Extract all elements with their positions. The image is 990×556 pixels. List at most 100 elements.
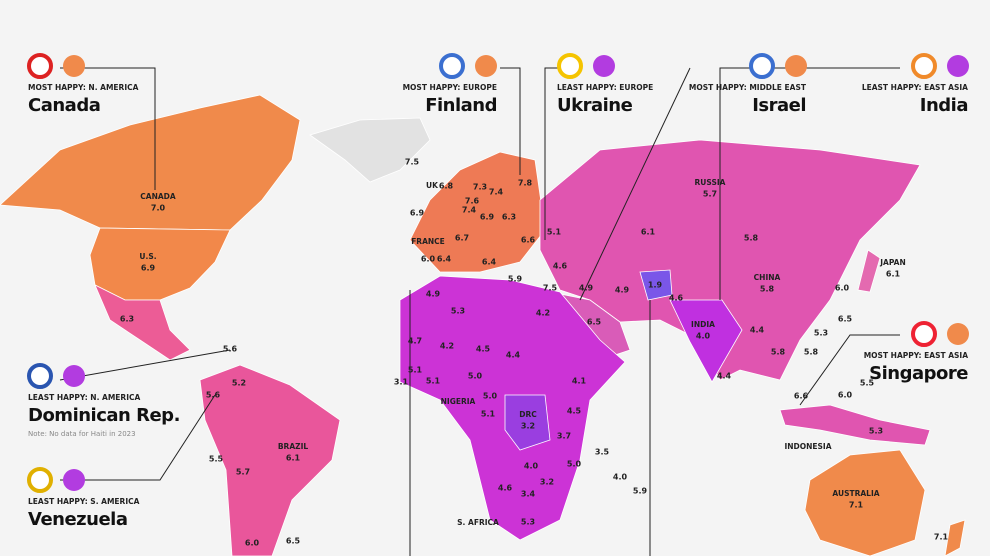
country-value: 4.0 bbox=[696, 332, 711, 341]
callout-tag: MOST HAPPY: EAST ASIA bbox=[864, 351, 968, 360]
country-value: 4.4 bbox=[506, 351, 521, 360]
land bbox=[0, 94, 966, 556]
country-name: CHINA bbox=[754, 273, 781, 282]
country-name: INDIA bbox=[691, 320, 715, 329]
country-value: 5.1 bbox=[481, 410, 496, 419]
country-name: JAPAN bbox=[879, 258, 906, 267]
country-value: 5.0 bbox=[567, 460, 582, 469]
emoji-icon bbox=[785, 55, 807, 77]
country-value: 6.3 bbox=[502, 213, 516, 222]
emoji-icon bbox=[947, 55, 969, 77]
country-value: 5.3 bbox=[451, 307, 465, 316]
japan bbox=[857, 249, 881, 293]
labels: MOST HAPPY: N. AMERICA Canada MOST HAPPY: … bbox=[27, 53, 969, 548]
country-value: 6.4 bbox=[437, 255, 452, 264]
new-zealand bbox=[944, 519, 966, 556]
callout-tag: MOST HAPPY: MIDDLE EAST bbox=[689, 83, 807, 92]
callout-tag: LEAST HAPPY: EUROPE bbox=[557, 83, 653, 92]
emoji-icon bbox=[947, 323, 969, 345]
country-name: DRC bbox=[519, 410, 537, 419]
country-name: RUSSIA bbox=[695, 178, 726, 187]
greenland bbox=[309, 117, 431, 183]
country-value: 3.4 bbox=[521, 490, 536, 499]
country-name: U.S. bbox=[139, 252, 156, 261]
country-value: 6.4 bbox=[482, 258, 497, 267]
country-value: 5.6 bbox=[206, 391, 221, 400]
country-value: 6.6 bbox=[521, 236, 536, 245]
country-value: 4.1 bbox=[572, 377, 587, 386]
country-value: 5.9 bbox=[633, 487, 648, 496]
country-value: 5.1 bbox=[426, 377, 441, 386]
country-value: 4.2 bbox=[440, 342, 454, 351]
country-value: 4.2 bbox=[536, 309, 550, 318]
country-value: 6.9 bbox=[141, 264, 156, 273]
canada bbox=[0, 94, 301, 231]
emoji-icon bbox=[63, 469, 85, 491]
afghanistan bbox=[639, 269, 673, 301]
country-value: 5.7 bbox=[703, 190, 717, 199]
callout-name: Dominican Rep. bbox=[28, 405, 180, 426]
country-value: 6.8 bbox=[439, 182, 454, 191]
indonesia bbox=[779, 404, 931, 446]
flag-icon bbox=[27, 467, 53, 493]
country-value: 4.7 bbox=[408, 337, 422, 346]
country-value: 5.3 bbox=[869, 427, 883, 436]
country-value: 5.5 bbox=[860, 379, 875, 388]
country-name: BRAZIL bbox=[278, 442, 309, 451]
country-value: 6.1 bbox=[286, 454, 301, 463]
country-value: 4.9 bbox=[615, 286, 630, 295]
country-value: 7.1 bbox=[934, 533, 949, 542]
country-value: 5.8 bbox=[771, 348, 786, 357]
country-value: 5.0 bbox=[483, 392, 498, 401]
country-value: 6.0 bbox=[245, 539, 260, 548]
country-value: 5.8 bbox=[744, 234, 759, 243]
country-value: 7.5 bbox=[543, 284, 558, 293]
country-value: 3.5 bbox=[595, 448, 610, 457]
country-value: 3.1 bbox=[394, 378, 409, 387]
place-name: NIGERIA bbox=[441, 397, 476, 406]
country-value: 5.8 bbox=[760, 285, 775, 294]
emoji-icon bbox=[475, 55, 497, 77]
emoji-icon bbox=[63, 55, 85, 77]
country-value: 6.0 bbox=[421, 255, 436, 264]
country-value: 4.9 bbox=[579, 284, 594, 293]
europe bbox=[409, 151, 546, 273]
flag-icon bbox=[27, 53, 53, 79]
country-value: 6.7 bbox=[455, 234, 469, 243]
callout-tag: MOST HAPPY: N. AMERICA bbox=[28, 83, 139, 92]
country-value: 4.6 bbox=[553, 262, 568, 271]
country-value: 4.5 bbox=[476, 345, 491, 354]
leader-line bbox=[59, 349, 231, 381]
callout-name: India bbox=[920, 95, 968, 116]
emoji-icon bbox=[63, 365, 85, 387]
country-value: 7.5 bbox=[405, 158, 420, 167]
flag-icon bbox=[749, 53, 775, 79]
country-value: 7.8 bbox=[518, 179, 533, 188]
place-name: INDONESIA bbox=[784, 442, 831, 451]
country-value: 7.4 bbox=[489, 188, 504, 197]
country-value: 7.4 bbox=[462, 206, 477, 215]
callout-tag: LEAST HAPPY: EAST ASIA bbox=[862, 83, 968, 92]
country-value: 6.1 bbox=[886, 270, 901, 279]
emoji-icon bbox=[593, 55, 615, 77]
country-name: CANADA bbox=[140, 192, 176, 201]
country-value: 6.6 bbox=[794, 392, 809, 401]
country-value: 5.6 bbox=[223, 345, 238, 354]
country-value: 5.3 bbox=[521, 518, 535, 527]
country-value: 6.5 bbox=[587, 318, 602, 327]
country-value: 4.4 bbox=[717, 372, 732, 381]
country-value: 5.3 bbox=[814, 329, 828, 338]
country-value: 3.2 bbox=[540, 478, 554, 487]
callout-name: Singapore bbox=[869, 363, 968, 384]
south-america bbox=[199, 364, 341, 556]
country-value: 6.1 bbox=[641, 228, 656, 237]
callout-name: Canada bbox=[28, 95, 100, 116]
country-name: AUSTRALIA bbox=[832, 489, 879, 498]
flag-icon bbox=[911, 321, 937, 347]
country-value: 4.6 bbox=[669, 294, 684, 303]
country-value: 5.7 bbox=[236, 468, 250, 477]
callout-tag: LEAST HAPPY: N. AMERICA bbox=[28, 393, 140, 402]
country-value: 4.6 bbox=[498, 484, 513, 493]
leader-lines bbox=[59, 67, 900, 556]
country-value: 6.5 bbox=[286, 537, 301, 546]
